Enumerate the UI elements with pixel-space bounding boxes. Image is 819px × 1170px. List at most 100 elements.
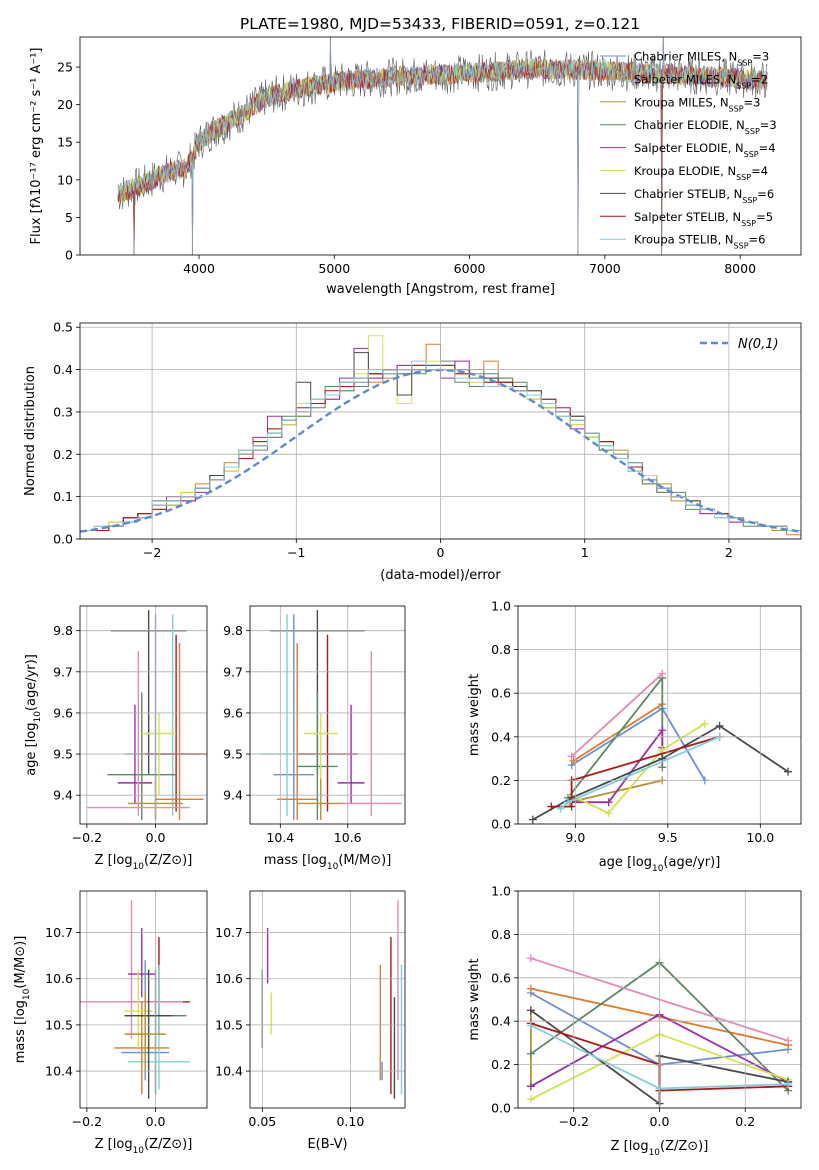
- y-tick-label: 9.6: [53, 705, 73, 720]
- y-tick-label: 9.7: [53, 664, 73, 679]
- y-tick-label: 9.6: [223, 705, 243, 720]
- legend-label: N(0,1): [738, 337, 779, 352]
- mass-weight-vs-age-lines: [528, 669, 793, 824]
- series-marker: [526, 984, 535, 993]
- x-axis-label: (data-model)/error: [380, 568, 501, 583]
- series-marker: [567, 761, 576, 770]
- y-axis-label: Normed distribution: [23, 366, 38, 496]
- legend-label: Salpeter ELODIE, NSSP=4: [634, 141, 776, 159]
- series-line: [573, 703, 663, 762]
- x-tick-label: 0.0: [146, 1114, 166, 1129]
- y-tick-label: 9.8: [223, 623, 243, 638]
- y-tick-label: 0: [65, 248, 73, 263]
- legend-label: Kroupa STELIB, NSSP=6: [634, 233, 765, 251]
- x-tick-label: 4000: [183, 261, 215, 276]
- x-tick-label: 1: [581, 545, 589, 560]
- x-tick-label: 10.4: [266, 830, 294, 845]
- series-marker: [526, 1095, 535, 1104]
- legend-label: Chabrier STELIB, NSSP=6: [634, 187, 774, 205]
- series-marker: [658, 745, 667, 754]
- x-tick-label: 7000: [589, 261, 621, 276]
- age-vs-mass-errorbars: [260, 610, 402, 820]
- y-tick-label: 20: [57, 97, 73, 112]
- figure-title: PLATE=1980, MJD=53433, FIBERID=0591, z=0…: [240, 15, 640, 33]
- axes-residual-histogram: −2 −1 0 1 2 0.0 0.1 0.2 0.3 0.4 0.5 (data-model)/er…: [23, 320, 802, 583]
- series-marker: [526, 954, 535, 963]
- y-tick-label: 10.5: [215, 1017, 243, 1032]
- x-tick-label: −1: [287, 545, 305, 560]
- y-tick-label: 0.4: [491, 729, 511, 744]
- spectrum-line: [117, 37, 768, 255]
- x-tick-label: 0: [437, 545, 445, 560]
- mass-vs-Z-errorbars: [80, 900, 190, 1099]
- y-axis-label: mass [log10(M/M⊙)]: [13, 936, 32, 1064]
- series-marker: [526, 1021, 535, 1030]
- axes-frame: [79, 890, 208, 1109]
- y-tick-label: 10.7: [215, 925, 243, 940]
- y-tick-label: 0.0: [491, 1101, 511, 1116]
- y-tick-label: 15: [57, 135, 73, 150]
- legend-label: Kroupa MILES, NSSP=3: [634, 95, 760, 113]
- x-tick-label: 0.05: [248, 1114, 276, 1129]
- y-tick-label: 9.4: [53, 788, 73, 803]
- x-tick-label: 9.0: [565, 830, 585, 845]
- y-tick-label: 1.0: [491, 884, 511, 899]
- legend-label: Chabrier ELODIE, NSSP=3: [634, 118, 777, 136]
- y-axis-label: Flux [fλ10⁻¹⁷ erg cm⁻² s⁻¹ A⁻¹]: [29, 48, 44, 245]
- x-tick-label: −0.2: [559, 1114, 589, 1129]
- series-marker: [784, 767, 793, 776]
- series-marker: [556, 804, 565, 813]
- series-marker: [567, 802, 576, 811]
- x-tick-label: −0.2: [72, 1114, 102, 1129]
- x-tick-label: 10.0: [746, 830, 774, 845]
- y-tick-label: 10: [57, 172, 73, 187]
- spectrum-lines: [117, 37, 768, 255]
- y-tick-label: 0.4: [491, 1014, 511, 1029]
- y-tick-label: 10.4: [215, 1064, 243, 1079]
- y-tick-label: 0.8: [491, 927, 511, 942]
- series-marker: [526, 1049, 535, 1058]
- y-tick-label: 0.6: [491, 686, 511, 701]
- y-tick-label: 9.5: [223, 747, 243, 762]
- series-marker: [658, 726, 667, 735]
- x-tick-label: −2: [143, 545, 161, 560]
- y-axis-label: mass weight: [467, 958, 482, 1040]
- y-tick-label: 10.7: [45, 925, 73, 940]
- y-tick-label: 0.0: [491, 817, 511, 832]
- axes-age-vs-Z: −0.2 0.0 9.4 9.5 9.6 9.7 9.8 Z [log10(Z/Z⊙)] age…: [24, 605, 208, 872]
- y-tick-label: 9.5: [53, 747, 73, 762]
- y-tick-label: 9.4: [223, 788, 243, 803]
- age-vs-Z-errorbars: [86, 610, 207, 820]
- legend-label: Salpeter STELIB, NSSP=5: [634, 210, 773, 228]
- x-axis-label: Z [log10(Z/Z⊙)]: [95, 1137, 193, 1156]
- x-tick-label: 8000: [724, 261, 756, 276]
- y-tick-label: 10.6: [45, 971, 73, 986]
- series-marker: [700, 719, 709, 728]
- y-tick-label: 0.6: [491, 970, 511, 985]
- axes-mass-weight-vs-age: 9.0 9.5 10.0 0.0 0.2 0.4 0.6 0.8 1.0 age [log10(a…: [467, 599, 802, 874]
- series-line: [570, 672, 663, 758]
- x-tick-label: 0.0: [146, 830, 166, 845]
- y-tick-label: 0.2: [491, 1057, 511, 1072]
- y-tick-label: 0.0: [53, 532, 73, 547]
- x-axis-label: Z [log10(Z/Z⊙)]: [95, 853, 193, 872]
- series-marker: [784, 1080, 793, 1089]
- series-marker: [528, 815, 537, 824]
- y-axis-label: age [log10(age/yr)]: [24, 654, 43, 776]
- y-tick-label: 25: [57, 60, 73, 75]
- series-marker: [604, 798, 613, 807]
- x-axis-label: wavelength [Angstrom, rest frame]: [326, 282, 555, 297]
- x-tick-label: 0.2: [735, 1114, 755, 1129]
- x-tick-label: −0.2: [72, 830, 102, 845]
- y-tick-label: 0.5: [53, 320, 73, 335]
- y-tick-label: 0.2: [491, 773, 511, 788]
- y-tick-label: 0.8: [491, 642, 511, 657]
- x-tick-label: 6000: [454, 261, 486, 276]
- y-tick-label: 9.8: [53, 623, 73, 638]
- legend-label: Kroupa ELODIE, NSSP=4: [634, 164, 768, 182]
- y-tick-label: 0.4: [53, 362, 73, 377]
- x-axis-label: age [log10(age/yr)]: [599, 855, 721, 874]
- series-line: [551, 735, 720, 808]
- x-axis-label: E(B-V): [307, 1137, 347, 1152]
